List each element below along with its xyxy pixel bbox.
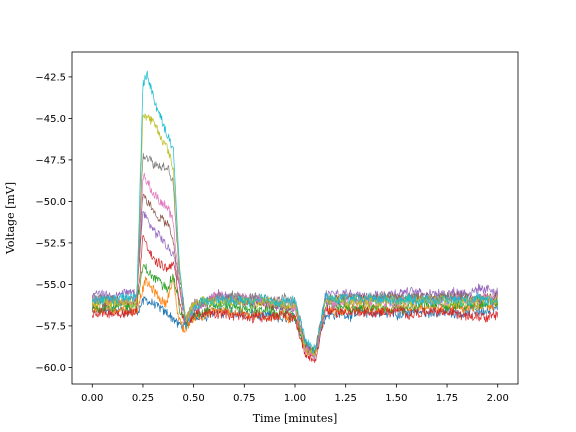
x-tick-label: 1.00 (284, 393, 306, 404)
x-tick-label: 0.50 (183, 393, 205, 404)
voltage-trace (91, 152, 499, 356)
y-axis-label: Voltage [mV] (4, 182, 17, 255)
x-tick-label: 1.50 (385, 393, 407, 404)
trace-group (91, 70, 499, 363)
x-tick-label: 2.00 (487, 393, 509, 404)
y-tick-label: −42.5 (35, 72, 66, 83)
voltage-trace (91, 70, 499, 354)
y-tick-label: −52.5 (35, 238, 66, 249)
voltage-trace (91, 263, 499, 357)
x-axis: 0.00 0.25 0.50 0.75 1.00 1.25 1.50 1.75 2.00 (81, 384, 509, 404)
x-tick-label: 1.75 (436, 393, 458, 404)
voltage-trace (91, 235, 499, 363)
y-tick-label: −57.5 (35, 321, 66, 332)
y-tick-label: −50.0 (35, 197, 66, 208)
x-axis-label: Time [minutes] (253, 412, 338, 425)
voltage-trace (91, 193, 498, 356)
x-tick-label: 0.00 (81, 393, 103, 404)
y-tick-label: −45.0 (35, 114, 66, 125)
y-axis: −42.5 −45.0 −47.5 −50.0 −52.5 −55.0 −57.5 −60.0 (35, 72, 72, 374)
voltage-trace (91, 172, 498, 360)
x-tick-label: 0.75 (233, 393, 255, 404)
x-tick-label: 1.25 (335, 393, 357, 404)
y-tick-label: −60.0 (35, 363, 66, 374)
y-tick-label: −47.5 (35, 155, 66, 166)
y-tick-label: −55.0 (35, 280, 66, 291)
x-tick-label: 0.25 (132, 393, 154, 404)
